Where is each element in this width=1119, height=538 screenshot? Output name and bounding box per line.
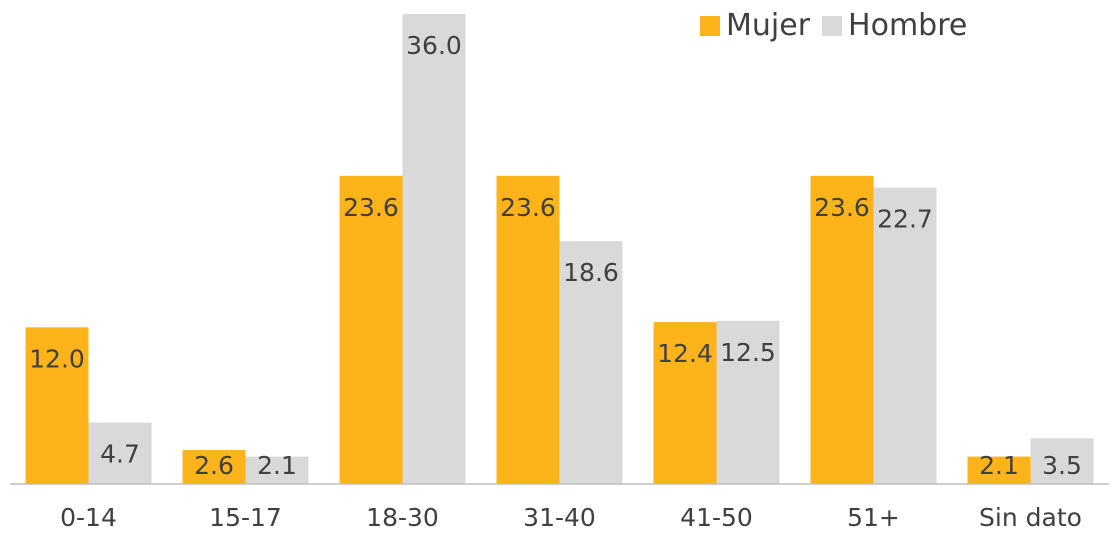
bar-hombre-sin-dato xyxy=(1030,438,1094,484)
bar-mujer-51+ xyxy=(810,175,874,484)
bar-mujer-41-50 xyxy=(653,322,717,484)
legend-item-mujer: Mujer xyxy=(700,8,810,43)
x-tick-label: 41-50 xyxy=(680,503,753,532)
data-label-mujer-sin-dato: 2.1 xyxy=(979,451,1019,480)
legend-item-hombre: Hombre xyxy=(822,8,967,43)
legend-swatch-hombre xyxy=(822,15,843,36)
value-labels-group: 12.0 4.7 2.6 2.1 23.6 36.0 23.6 18.6 12.4 12.5 23.… xyxy=(29,31,1082,480)
x-tick-label: Sin dato xyxy=(979,503,1082,532)
data-label-hombre-51+: 22.7 xyxy=(877,205,933,234)
legend-label-mujer: Mujer xyxy=(726,8,811,43)
data-label-hombre-31-40: 18.6 xyxy=(563,258,619,287)
bar-hombre-51+ xyxy=(873,187,937,484)
bar-mujer-0-14 xyxy=(25,327,89,484)
legend-swatch-mujer xyxy=(700,15,720,36)
data-label-mujer-31-40: 23.6 xyxy=(500,193,556,222)
data-label-hombre-sin-dato: 3.5 xyxy=(1042,451,1082,480)
bars-group xyxy=(25,14,1094,484)
bar-hombre-15-17 xyxy=(245,456,309,484)
legend: Mujer Hombre xyxy=(700,8,967,43)
x-tick-label: 0-14 xyxy=(60,503,117,532)
data-label-hombre-41-50: 12.5 xyxy=(720,338,776,367)
bar-hombre-0-14 xyxy=(88,422,152,484)
x-tick-label: 31-40 xyxy=(523,503,596,532)
bar-hombre-18-30 xyxy=(402,14,466,484)
bar-hombre-41-50 xyxy=(716,320,780,484)
x-tick-labels-group: 0-14 15-17 18-30 31-40 41-50 51+ Sin dato xyxy=(60,503,1082,532)
data-label-mujer-41-50: 12.4 xyxy=(657,339,713,368)
legend-label-hombre: Hombre xyxy=(848,8,968,43)
bar-mujer-15-17 xyxy=(182,450,246,484)
data-label-hombre-18-30: 36.0 xyxy=(406,31,462,60)
bar-mujer-18-30 xyxy=(339,175,403,484)
data-label-mujer-0-14: 12.0 xyxy=(29,344,85,373)
x-tick-label: 15-17 xyxy=(209,503,282,532)
data-label-mujer-18-30: 23.6 xyxy=(343,193,399,222)
data-label-hombre-15-17: 2.1 xyxy=(257,451,297,480)
data-label-hombre-0-14: 4.7 xyxy=(100,440,140,469)
bar-mujer-sin-dato xyxy=(967,456,1031,484)
bar-hombre-31-40 xyxy=(559,241,623,484)
data-label-mujer-51+: 23.6 xyxy=(814,193,870,222)
bar-mujer-31-40 xyxy=(496,175,560,484)
x-tick-label: 51+ xyxy=(847,503,900,532)
x-tick-label: 18-30 xyxy=(366,503,439,532)
data-label-mujer-15-17: 2.6 xyxy=(194,451,234,480)
